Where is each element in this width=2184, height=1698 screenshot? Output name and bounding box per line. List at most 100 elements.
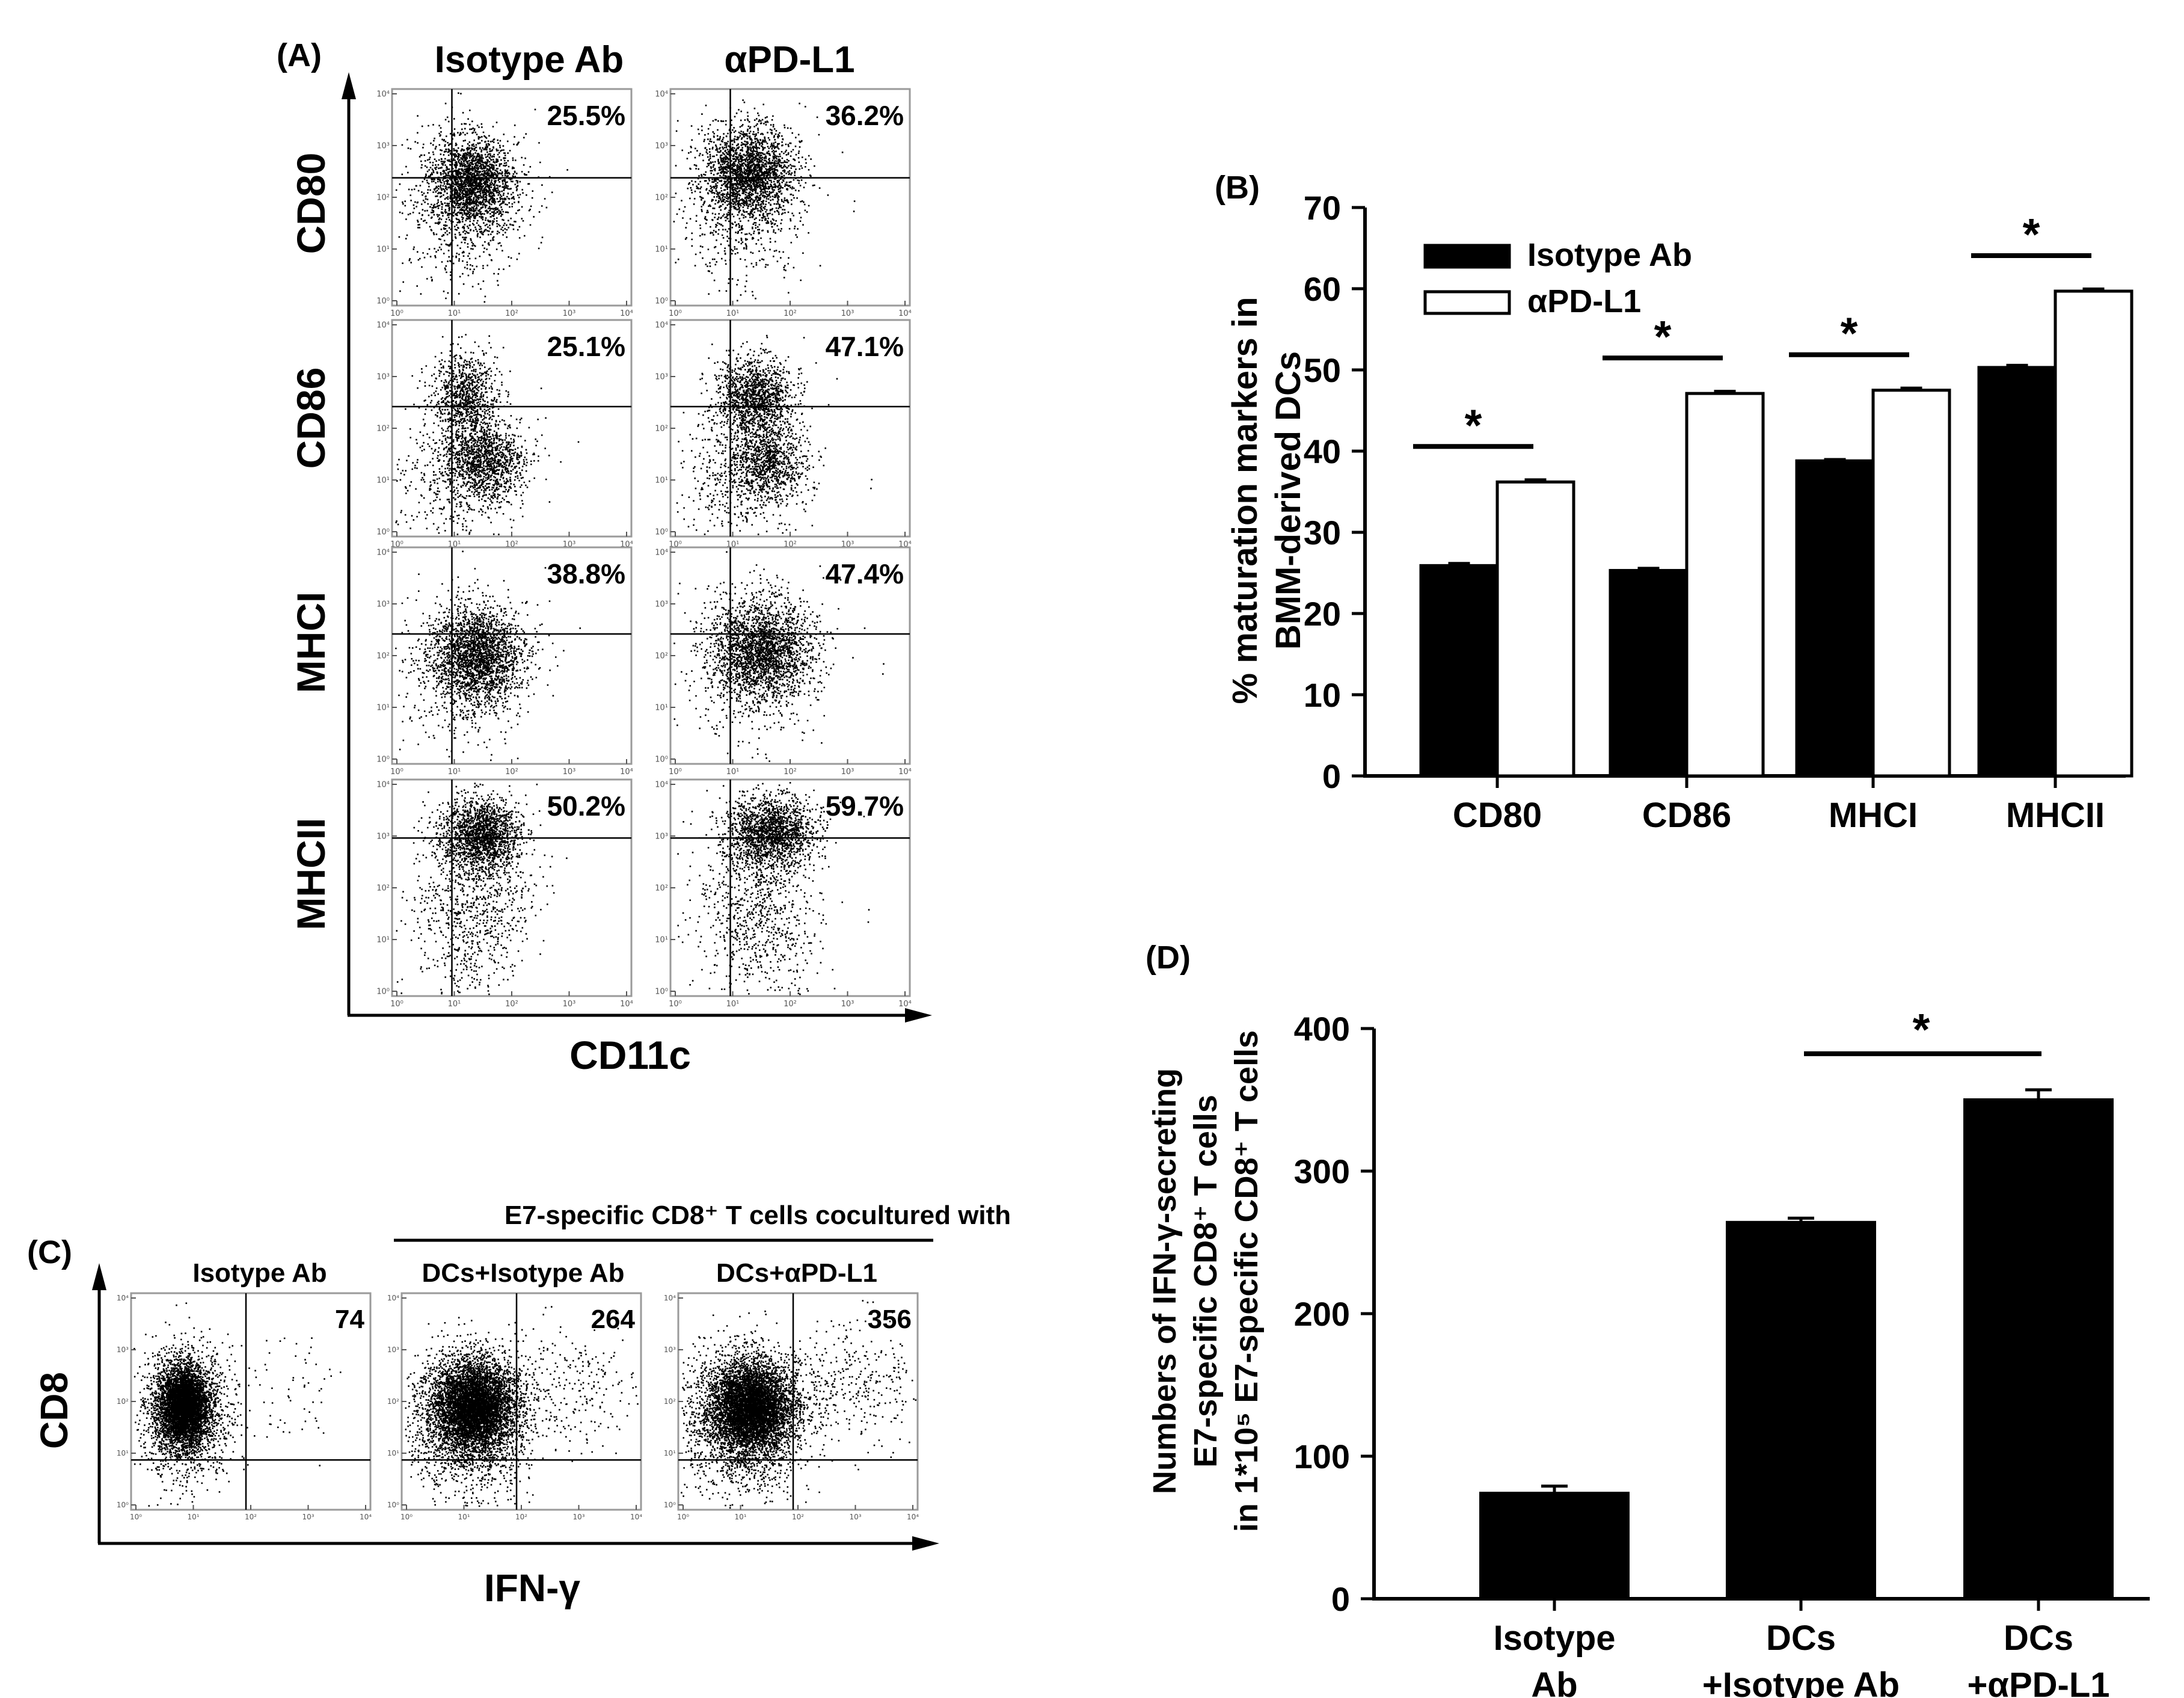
- x-tick-label: 10³: [572, 1513, 584, 1521]
- panel-b-y-tick-label: 0: [1322, 757, 1341, 795]
- x-tick-label: 10²: [505, 309, 518, 318]
- x-tick-label: 10⁰: [669, 1000, 682, 1009]
- y-tick-label: 10⁰: [376, 755, 390, 764]
- panel-b-y-tick-label: 50: [1304, 351, 1341, 389]
- x-tick-label: 10⁰: [669, 767, 682, 777]
- y-tick-label: 10¹: [376, 245, 390, 254]
- panel-b-y-tick-label: 30: [1304, 514, 1341, 552]
- quadrant-value: 59.7%: [826, 790, 904, 822]
- y-tick-label: 10²: [117, 1397, 129, 1406]
- x-tick-label: 10⁴: [620, 767, 633, 777]
- x-tick-label: 10⁴: [630, 1513, 642, 1521]
- y-tick-label: 10²: [655, 193, 668, 202]
- x-tick-label: 10⁰: [669, 309, 682, 318]
- y-tick-label: 10²: [376, 884, 390, 893]
- panel-c-label: (C): [27, 1234, 72, 1270]
- y-tick-label: 10⁴: [655, 548, 668, 557]
- event-dots: [676, 334, 873, 535]
- x-tick-label: 10⁰: [390, 309, 403, 318]
- y-tick-label: 10³: [117, 1346, 129, 1354]
- x-tick-label: 10³: [841, 767, 854, 777]
- x-tick-label: 10²: [784, 309, 797, 318]
- panel-d-y-axis-title-line-3: in 1*10⁵ E7-specific CD8⁺ T cells: [1228, 1030, 1265, 1532]
- plot-frame: [391, 319, 633, 538]
- x-tick-label: 10⁰: [390, 1000, 403, 1009]
- event-dots: [405, 1306, 639, 1507]
- y-tick-label: 10²: [376, 193, 390, 202]
- x-tick-label: 10¹: [448, 309, 461, 318]
- x-tick-label: 10¹: [187, 1513, 199, 1521]
- quadrant-value: 47.1%: [826, 331, 904, 362]
- event-dots: [395, 550, 581, 761]
- quadrant-value: 264: [591, 1305, 636, 1334]
- y-tick-label: 10⁰: [655, 755, 668, 764]
- x-tick-label: 10³: [302, 1513, 314, 1521]
- y-tick-label: 10⁴: [387, 1294, 399, 1302]
- panel-c-y-axis-label: CD8: [32, 1372, 76, 1449]
- panel-b-bar-apdl1: [1495, 480, 1575, 778]
- y-tick-label: 10¹: [387, 1449, 399, 1457]
- panel-d-y-axis-title: Numbers of IFN-γ-secreting E7-specific C…: [1147, 1030, 1265, 1532]
- panel-d-y-tick-label: 200: [1294, 1295, 1350, 1333]
- quadrant-value: 25.1%: [547, 331, 625, 362]
- panel-b-category-label: CD86: [1642, 796, 1731, 835]
- quadrant-value: 356: [868, 1305, 912, 1334]
- panel-b-bar-apdl1: [2054, 289, 2133, 778]
- y-tick-label: 10³: [655, 832, 668, 841]
- y-tick-label: 10⁰: [664, 1501, 676, 1509]
- event-dots: [133, 1302, 342, 1507]
- x-tick-label: 10⁰: [400, 1513, 413, 1521]
- panel-d-bar: [1726, 1220, 1876, 1601]
- panel-b-y-tick-label: 20: [1304, 595, 1341, 633]
- y-tick-label: 10⁰: [376, 987, 390, 996]
- x-tick-label: 10⁴: [360, 1513, 372, 1521]
- panel-b-significance-star: *: [1654, 312, 1672, 361]
- panel-d-bar: [1963, 1098, 2114, 1601]
- x-tick-label: 10³: [563, 309, 576, 318]
- panel-a-row-label-cd86: CD86: [289, 368, 333, 469]
- y-tick-label: 10²: [376, 651, 390, 660]
- y-tick-label: 10⁴: [655, 90, 668, 99]
- panel-c-x-axis-arrowhead: [912, 1536, 939, 1551]
- y-tick-label: 10⁰: [655, 297, 668, 306]
- y-tick-label: 10³: [664, 1346, 676, 1354]
- x-tick-label: 10³: [563, 767, 576, 777]
- event-dots: [677, 782, 870, 995]
- panel-d-category-label: DCs: [1766, 1619, 1836, 1658]
- y-tick-label: 10⁰: [387, 1501, 399, 1509]
- quadrant-value: 25.5%: [547, 100, 625, 131]
- x-tick-label: 10²: [784, 1000, 797, 1009]
- x-tick-label: 10¹: [448, 767, 461, 777]
- x-tick-label: 10⁴: [620, 309, 633, 318]
- quadrant-value: 47.4%: [826, 558, 904, 589]
- panel-c-x-axis-label: IFN-γ: [484, 1566, 580, 1610]
- panel-a-col-header-apdl1: αPD-L1: [724, 39, 854, 81]
- x-tick-label: 10¹: [734, 1513, 746, 1521]
- panel-c-bracket-title: E7-specific CD8⁺ T cells cocultured with: [505, 1201, 1011, 1230]
- x-tick-label: 10⁰: [130, 1513, 142, 1521]
- y-tick-label: 10²: [664, 1397, 676, 1406]
- y-tick-label: 10³: [376, 372, 390, 381]
- panel-a-row-label-mhci: MHCI: [289, 592, 333, 694]
- panel-b: (B) % maturation markers in BMM-derived …: [1215, 170, 2133, 835]
- panel-d-chart: 0 100 200 300 400 Isotype Ab DCs +Isotype Ab DCs +…: [1294, 1004, 2150, 1698]
- panel-a-flow-plots: 10⁰10⁰10¹10¹10²10²10³10³10⁴10⁴25.5%10⁰10…: [376, 88, 912, 1009]
- panel-d-category-label: DCs: [2004, 1619, 2073, 1658]
- y-tick-label: 10³: [376, 141, 390, 150]
- x-tick-label: 10²: [784, 767, 797, 777]
- y-tick-label: 10²: [655, 884, 668, 893]
- panel-b-chart: 0 10 20 30 40 50 60 70 CD80 * CD86 * MHCI * MHCII * Isot…: [1304, 189, 2133, 835]
- x-tick-label: 10¹: [726, 309, 740, 318]
- y-tick-label: 10¹: [376, 703, 390, 712]
- panel-a-row-label-mhcii: MHCII: [289, 818, 333, 931]
- panel-b-category-label: MHCII: [2006, 796, 2105, 835]
- panel-a-x-axis-arrowhead: [905, 1008, 932, 1023]
- panel-c-col-header-dcs-apdl1: DCs+αPD-L1: [716, 1258, 877, 1288]
- x-tick-label: 10¹: [726, 767, 740, 777]
